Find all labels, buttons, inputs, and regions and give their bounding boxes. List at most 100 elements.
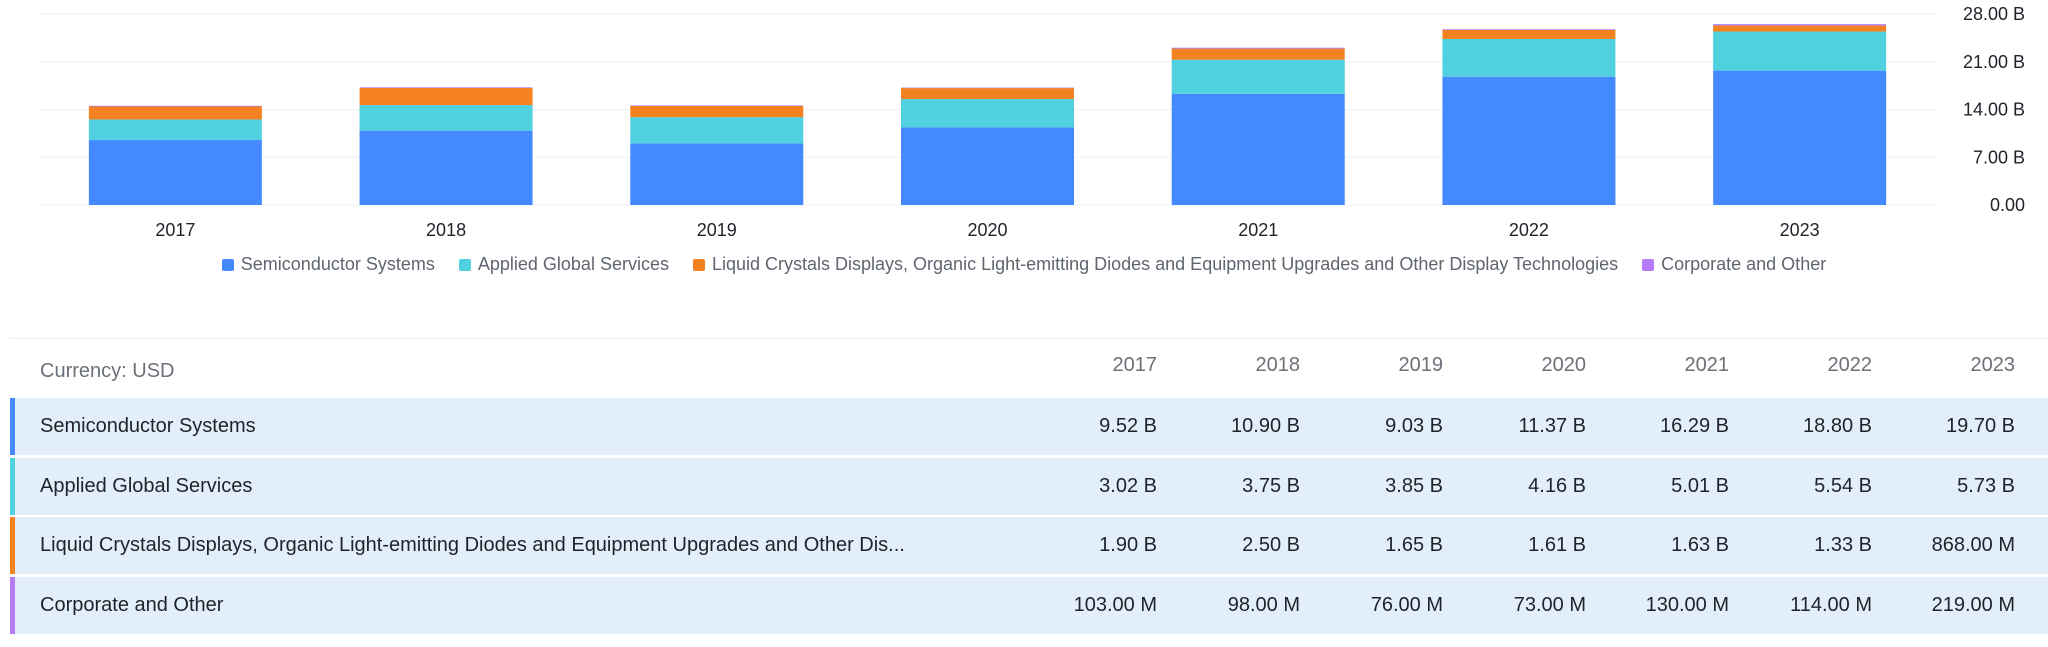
table-header-row: Currency: USD 2017 2018 2019 2020 2021 2022 20… [10,340,2048,398]
row-color-bar [10,398,15,455]
x-tick-label: 2017 [155,220,195,240]
data-table: Currency: USD 2017 2018 2019 2020 2021 2022 20… [10,340,2048,637]
bar-segment[interactable] [1442,29,1616,30]
x-tick-label: 2022 [1509,220,1549,240]
bar-segment[interactable] [630,105,804,106]
bar-segment[interactable] [901,99,1074,128]
y-tick-label: 7.00 B [1973,147,2025,167]
bar-segment[interactable] [1442,76,1616,205]
bar-segment[interactable] [1171,47,1345,49]
row-value: 114.00 M [1790,594,1872,617]
bar-segment[interactable] [901,127,1074,205]
bar-segment[interactable] [88,140,262,205]
row-value: 16.29 B [1660,415,1729,437]
row-value: 3.02 B [1099,474,1157,497]
bar-segment[interactable] [1713,24,1887,26]
currency-label: Currency: USD [40,360,175,382]
year-header: 2023 [1970,354,2016,376]
bar-segment[interactable] [1171,59,1345,94]
legend-swatch [1642,258,1655,271]
year-header: 2018 [1255,354,1301,376]
bar-segment[interactable] [630,117,804,144]
year-header: 2020 [1541,354,1587,376]
table-row[interactable]: Corporate and Other 103.00 M 98.00 M 76.00 … [10,577,2048,635]
year-header: 2017 [1112,354,1158,376]
row-value: 9.03 B [1385,415,1443,437]
row-label: Liquid Crystals Displays, Organic Light-… [40,534,905,557]
bar-segment[interactable] [359,130,533,205]
bar-segment[interactable] [359,105,533,131]
row-label: Semiconductor Systems [40,415,256,437]
year-header: 2019 [1398,354,1444,376]
row-value: 1.65 B [1385,534,1443,557]
legend-item[interactable]: Liquid Crystals Displays, Organic Light-… [692,254,1619,275]
bar-segment[interactable] [1442,29,1616,39]
bar-segment[interactable] [1171,48,1345,60]
legend-label: Applied Global Services [477,254,669,274]
bar-segment[interactable] [1713,25,1887,32]
legend-item[interactable]: Applied Global Services [458,254,669,275]
row-label: Applied Global Services [40,474,253,497]
bar-segment[interactable] [1171,93,1345,205]
bar-segment[interactable] [88,105,262,107]
row-value: 4.16 B [1528,474,1586,497]
row-label: Corporate and Other [40,594,224,617]
y-tick-label: 0.00 [1990,195,2025,215]
row-value: 868.00 M [1931,534,2015,557]
row-value: 1.33 B [1814,534,1872,557]
y-tick-label: 21.00 B [1963,52,2025,72]
stacked-bar-chart: 0.00 7.00 B 14.00 B 21.00 B 28.00 B 2017 2018 2… [0,0,2048,300]
bar-segment[interactable] [1713,31,1887,71]
row-color-bar [10,517,15,575]
table-row[interactable]: Applied Global Services 3.02 B 3.75 B 3.85 … [10,457,2048,515]
table-divider [10,338,2048,339]
year-header: 2022 [1827,354,1873,376]
row-color-bar [10,577,15,635]
x-tick-label: 2018 [426,220,466,240]
row-value: 73.00 M [1513,594,1586,617]
legend-item[interactable]: Semiconductor Systems [221,254,435,275]
row-value: 5.73 B [1957,474,2015,497]
row-value: 9.52 B [1099,415,1157,437]
legend-item[interactable]: Corporate and Other [1642,254,1826,275]
row-value: 103.00 M [1073,594,1157,617]
bar-segment[interactable] [1713,70,1887,205]
bar-segment[interactable] [630,143,804,205]
y-tick-label: 14.00 B [1963,100,2025,120]
legend-swatch [458,258,471,271]
x-tick-label: 2023 [1780,220,1820,240]
table-row[interactable]: Semiconductor Systems 9.52 B 10.90 B 9.03 B… [10,398,2048,455]
row-value: 1.61 B [1528,534,1586,557]
legend-label: Corporate and Other [1661,254,1827,274]
legend-label: Liquid Crystals Displays, Organic Light-… [711,254,1619,274]
table-row[interactable]: Liquid Crystals Displays, Organic Light-… [10,517,2048,575]
bar-segment[interactable] [359,87,533,89]
bar-segment[interactable] [359,88,533,106]
legend-swatch [692,258,705,271]
bar-segment[interactable] [1442,38,1616,77]
row-value: 1.90 B [1099,534,1157,557]
year-header: 2021 [1684,354,1730,376]
row-value: 2.50 B [1242,534,1300,557]
bar-segment[interactable] [88,119,262,141]
row-value: 5.54 B [1814,474,1872,497]
bar-segment[interactable] [88,106,262,120]
row-value: 3.85 B [1385,474,1443,497]
bar-segment[interactable] [630,105,804,118]
row-value: 11.37 B [1518,415,1586,437]
row-color-bar [10,457,15,515]
row-value: 1.63 B [1671,534,1729,557]
row-value: 5.01 B [1671,474,1729,497]
bar-segment[interactable] [901,88,1074,100]
legend-swatch [221,258,234,271]
row-value: 98.00 M [1227,594,1300,617]
row-value: 3.75 B [1242,474,1300,497]
y-tick-label: 28.00 B [1963,4,2025,24]
legend-label: Semiconductor Systems [240,254,435,274]
row-value: 19.70 B [1946,415,2015,437]
x-tick-label: 2021 [1238,220,1278,240]
row-value: 130.00 M [1645,594,1729,617]
row-value: 219.00 M [1931,594,2015,617]
chart-plot: 0.00 7.00 B 14.00 B 21.00 B 28.00 B 2017 2018 2… [40,4,2025,240]
row-value: 10.90 B [1231,415,1300,437]
